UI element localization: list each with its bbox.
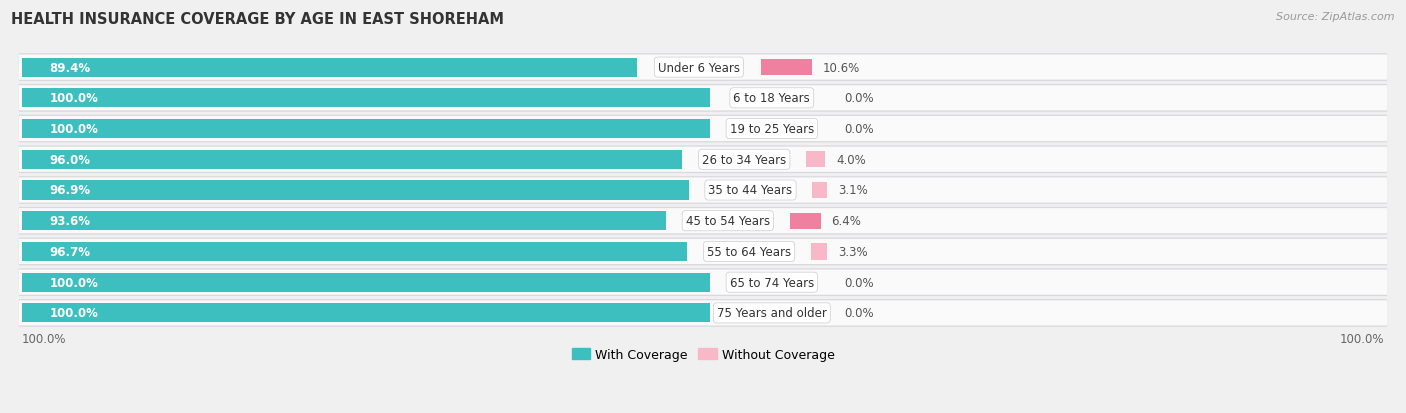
FancyBboxPatch shape [18, 178, 1388, 203]
FancyBboxPatch shape [18, 177, 1388, 204]
FancyBboxPatch shape [18, 86, 1388, 111]
Text: 93.6%: 93.6% [49, 215, 90, 228]
FancyBboxPatch shape [18, 54, 1388, 82]
Text: 35 to 44 Years: 35 to 44 Years [709, 184, 793, 197]
Text: 96.9%: 96.9% [49, 184, 90, 197]
Bar [761, 60, 811, 76]
Text: 45 to 54 Years: 45 to 54 Years [686, 215, 770, 228]
Bar [22, 273, 710, 292]
Text: Source: ZipAtlas.com: Source: ZipAtlas.com [1277, 12, 1395, 22]
Bar [806, 152, 825, 168]
Bar [22, 242, 688, 261]
Text: 0.0%: 0.0% [845, 307, 875, 320]
Bar [22, 212, 666, 231]
Text: 96.7%: 96.7% [49, 245, 90, 258]
Text: 100.0%: 100.0% [49, 307, 98, 320]
Text: 100.0%: 100.0% [49, 123, 98, 136]
FancyBboxPatch shape [18, 116, 1388, 143]
Text: 0.0%: 0.0% [845, 276, 875, 289]
Text: 4.0%: 4.0% [837, 153, 866, 166]
FancyBboxPatch shape [18, 238, 1388, 266]
Text: 89.4%: 89.4% [49, 62, 90, 74]
Text: 75 Years and older: 75 Years and older [717, 307, 827, 320]
Text: 19 to 25 Years: 19 to 25 Years [730, 123, 814, 136]
FancyBboxPatch shape [18, 116, 1388, 142]
FancyBboxPatch shape [18, 299, 1388, 327]
FancyBboxPatch shape [18, 207, 1388, 235]
Bar [811, 244, 827, 260]
Text: 3.1%: 3.1% [838, 184, 868, 197]
Text: 100.0%: 100.0% [1340, 332, 1384, 345]
Text: 65 to 74 Years: 65 to 74 Years [730, 276, 814, 289]
FancyBboxPatch shape [18, 146, 1388, 174]
Text: 55 to 64 Years: 55 to 64 Years [707, 245, 792, 258]
Text: 3.3%: 3.3% [838, 245, 868, 258]
Bar [22, 304, 710, 323]
Bar [813, 183, 827, 199]
Legend: With Coverage, Without Coverage: With Coverage, Without Coverage [572, 348, 834, 361]
Bar [22, 89, 710, 108]
Text: 6.4%: 6.4% [831, 215, 862, 228]
Bar [22, 181, 689, 200]
Bar [22, 150, 682, 169]
FancyBboxPatch shape [18, 269, 1388, 296]
FancyBboxPatch shape [18, 55, 1388, 81]
FancyBboxPatch shape [18, 301, 1388, 326]
Text: HEALTH INSURANCE COVERAGE BY AGE IN EAST SHOREHAM: HEALTH INSURANCE COVERAGE BY AGE IN EAST… [11, 12, 505, 27]
Text: 100.0%: 100.0% [49, 276, 98, 289]
Text: 26 to 34 Years: 26 to 34 Years [702, 153, 786, 166]
Text: Under 6 Years: Under 6 Years [658, 62, 740, 74]
Text: 6 to 18 Years: 6 to 18 Years [734, 92, 810, 105]
FancyBboxPatch shape [18, 85, 1388, 112]
Text: 96.0%: 96.0% [49, 153, 90, 166]
Bar [22, 58, 637, 77]
FancyBboxPatch shape [18, 209, 1388, 234]
Bar [790, 213, 821, 229]
Text: 100.0%: 100.0% [49, 92, 98, 105]
Bar [22, 120, 710, 139]
Text: 10.6%: 10.6% [823, 62, 860, 74]
Text: 0.0%: 0.0% [845, 92, 875, 105]
Text: 100.0%: 100.0% [22, 332, 66, 345]
FancyBboxPatch shape [18, 239, 1388, 264]
FancyBboxPatch shape [18, 270, 1388, 295]
FancyBboxPatch shape [18, 147, 1388, 173]
Text: 0.0%: 0.0% [845, 123, 875, 136]
